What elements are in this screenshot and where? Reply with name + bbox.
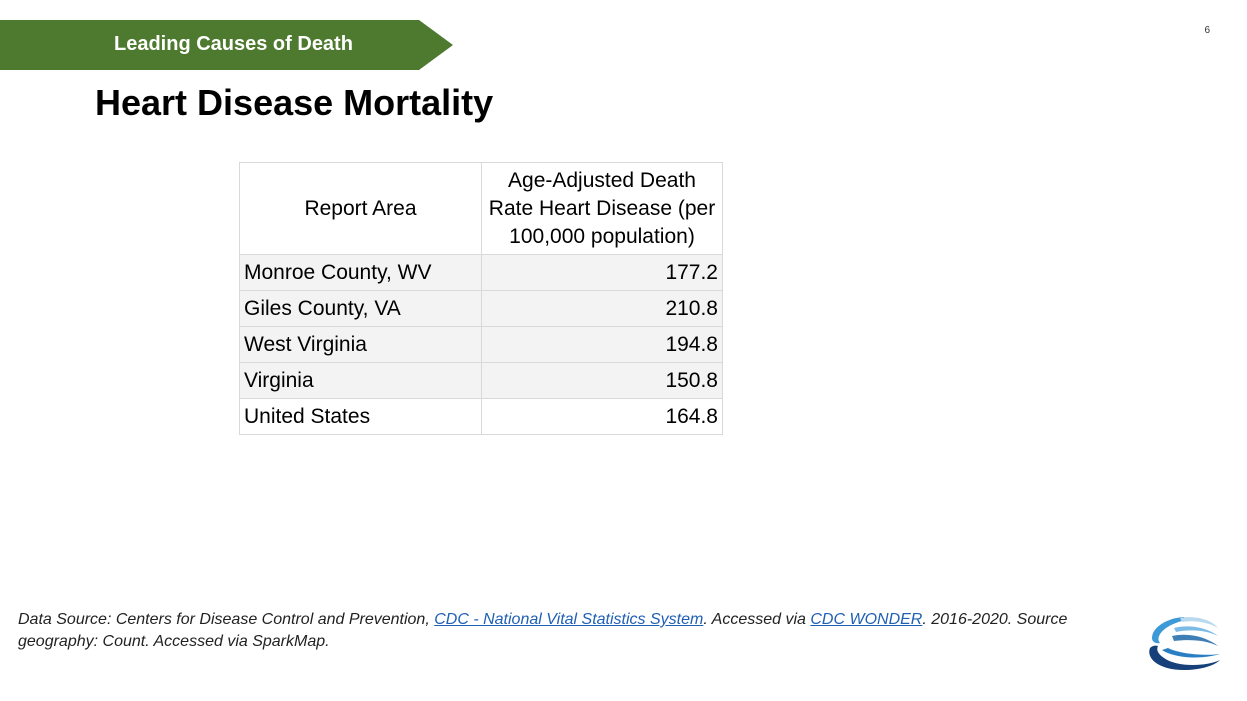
page-number: 6 [1204,25,1210,36]
table-row: Virginia 150.8 [239,362,723,399]
table-row: Giles County, VA 210.8 [239,290,723,327]
row-report-area: Giles County, VA [239,290,482,327]
organization-logo-icon [1149,617,1220,670]
table-header-row: Report Area Age-Adjusted Death Rate Hear… [239,162,723,255]
row-death-rate: 210.8 [481,290,723,327]
row-death-rate: 164.8 [481,398,723,435]
row-death-rate: 150.8 [481,362,723,399]
source-prefix: Data Source: Centers for Disease Control… [18,611,435,628]
row-report-area: Virginia [239,362,482,399]
data-source-note: Data Source: Centers for Disease Control… [18,609,1098,653]
row-report-area: Monroe County, WV [239,254,482,291]
source-suffix: . 2016-2020. Source geography: Count. Ac… [18,611,1068,650]
section-banner: Leading Causes of Death [0,20,453,70]
nvss-link[interactable]: CDC - National Vital Statistics System [434,611,704,628]
section-banner-label: Leading Causes of Death [114,33,353,55]
cdc-wonder-link[interactable]: CDC WONDER [810,611,923,628]
column-header-death-rate: Age-Adjusted Death Rate Heart Disease (p… [481,162,723,255]
source-middle: . Accessed via [703,611,811,628]
row-report-area: United States [239,398,482,435]
row-death-rate: 177.2 [481,254,723,291]
row-death-rate: 194.8 [481,326,723,363]
table-row: West Virginia 194.8 [239,326,723,363]
table-row: United States 164.8 [239,398,723,435]
row-report-area: West Virginia [239,326,482,363]
mortality-table: Report Area Age-Adjusted Death Rate Hear… [239,162,723,435]
table-row: Monroe County, WV 177.2 [239,254,723,291]
column-header-report-area: Report Area [239,162,482,255]
page-title: Heart Disease Mortality [95,82,494,123]
